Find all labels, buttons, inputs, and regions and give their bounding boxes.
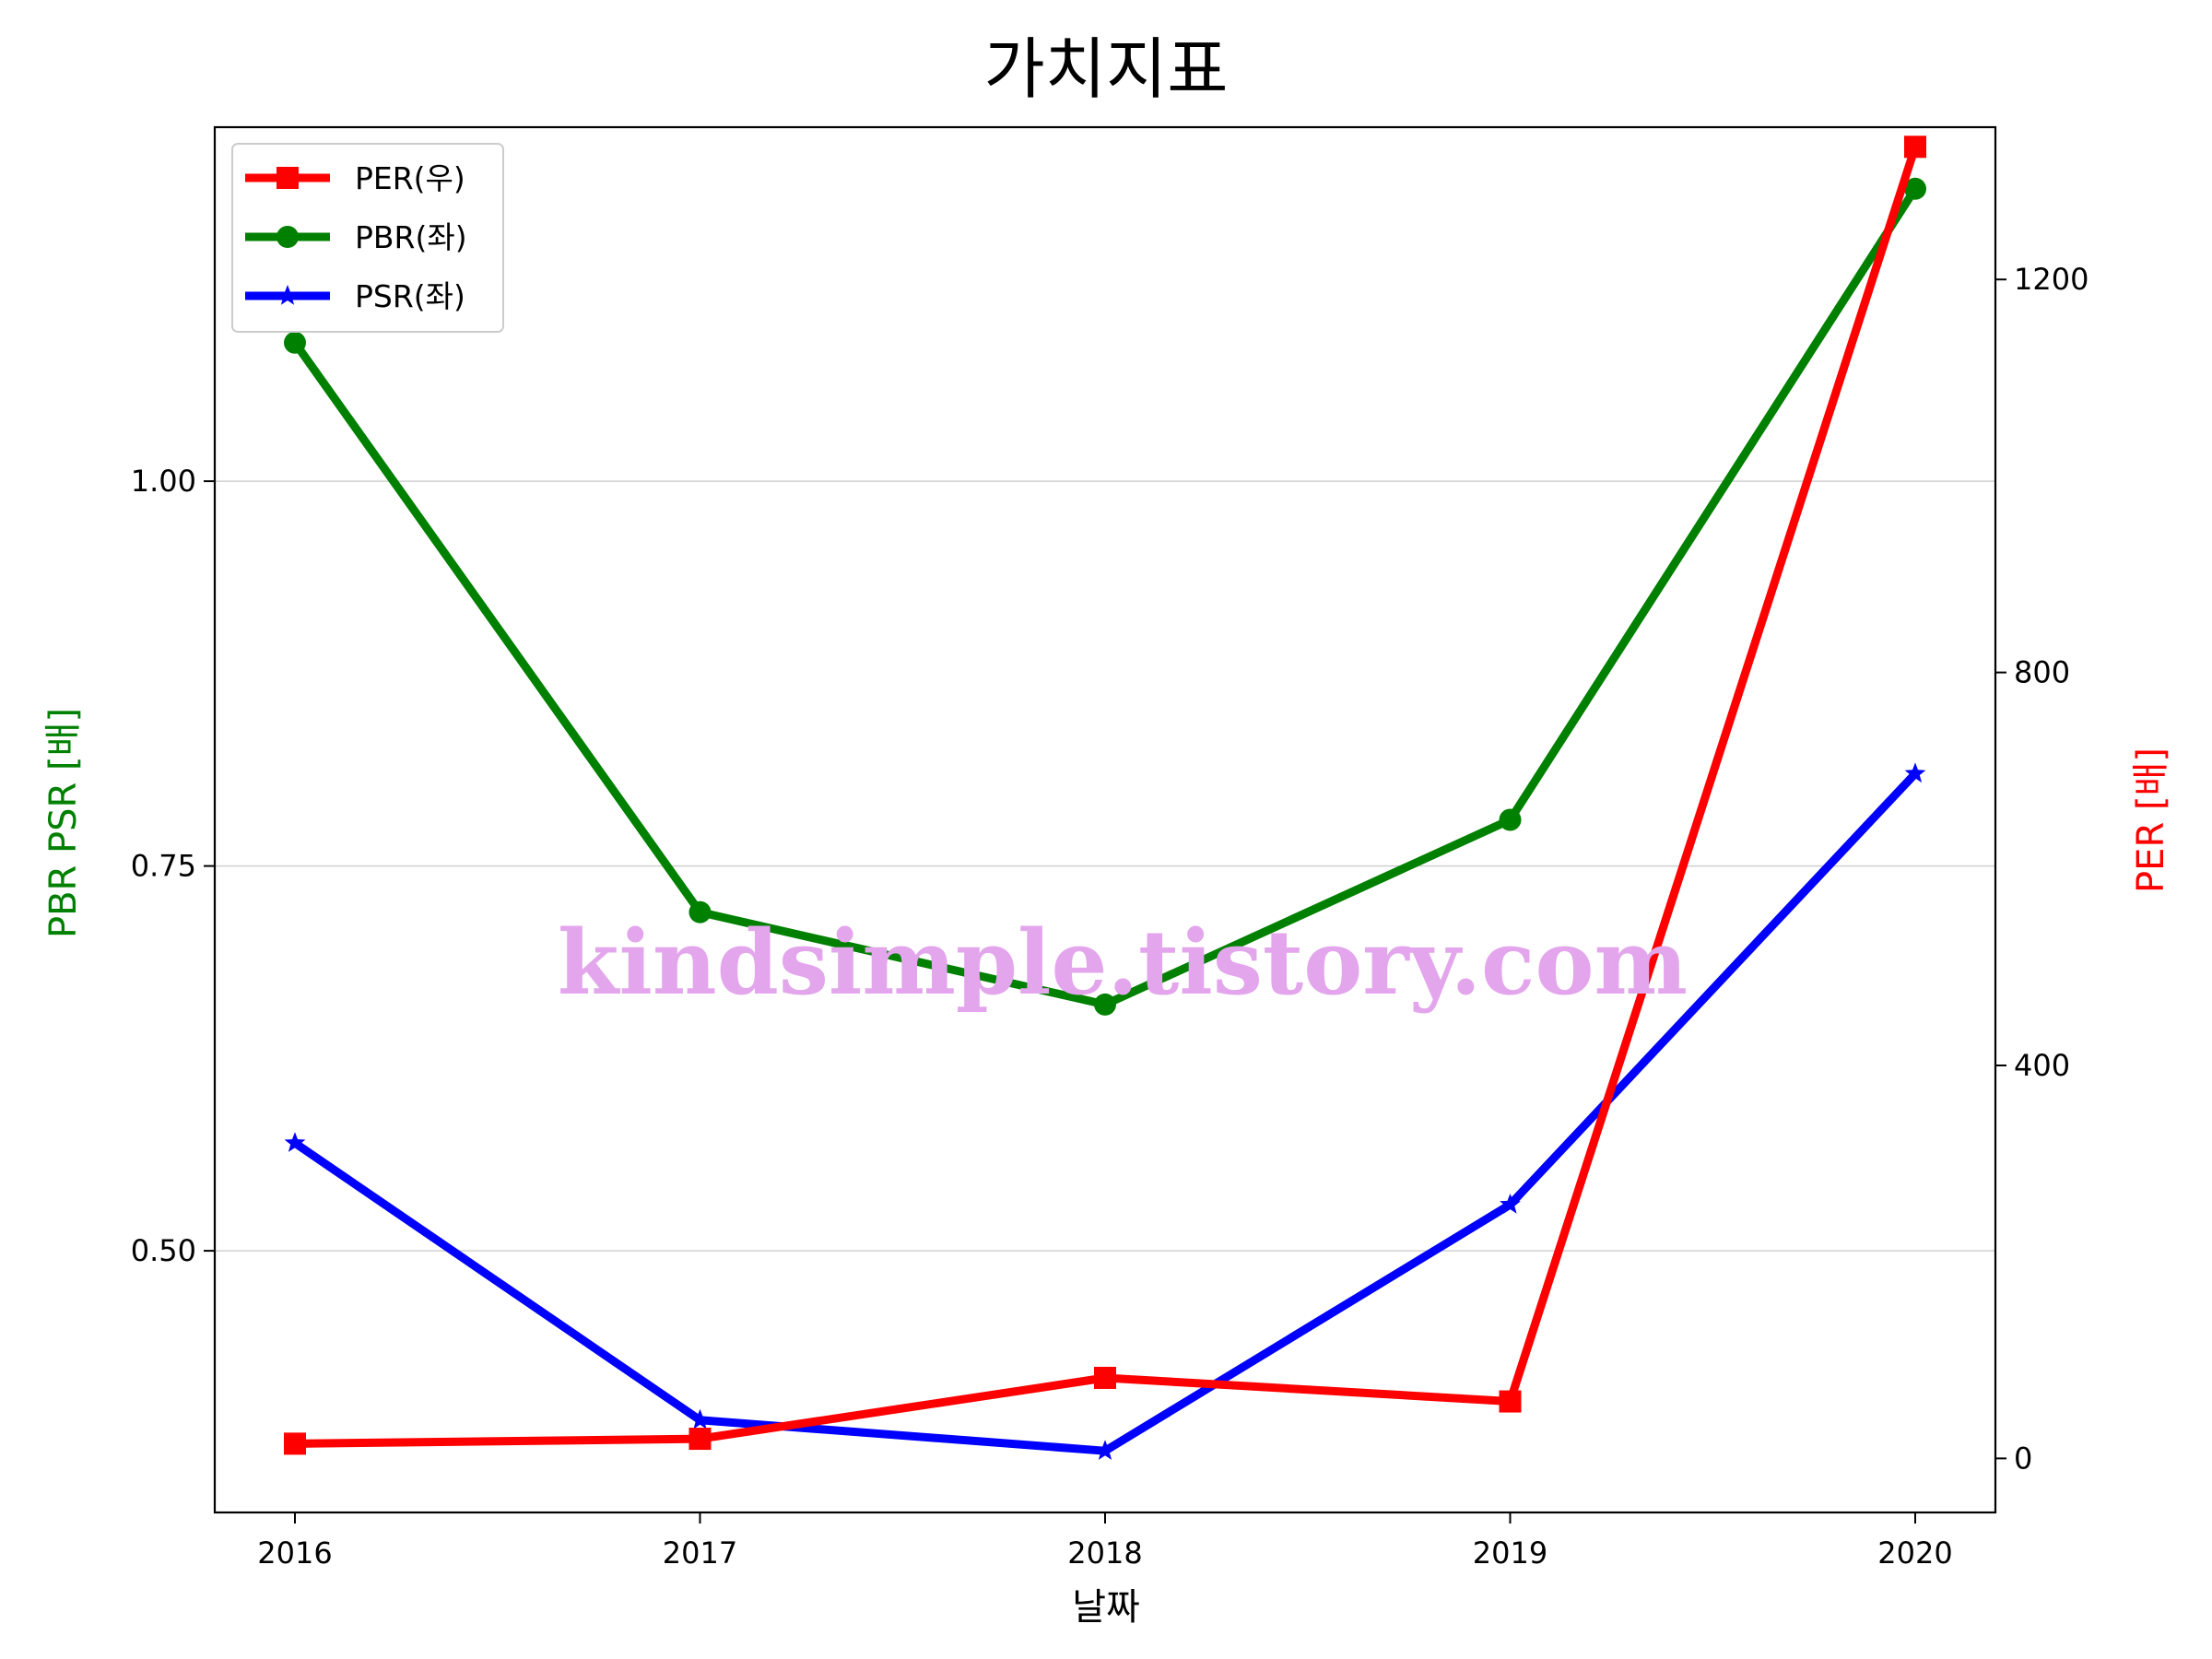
legend-box: [231, 143, 504, 333]
legend-label-per: PER(우): [355, 160, 465, 196]
plot-area-frame: [213, 125, 1997, 1514]
grid-lines: [215, 480, 1995, 1252]
left-y-axis-label: PBR PSR [배]: [42, 708, 85, 938]
pbr-point: [1094, 993, 1116, 1016]
legend-label-psr: PSR(좌): [355, 278, 465, 314]
right-tick-label: 0: [2014, 1441, 2032, 1476]
watermark: kindsimple.tistory.com: [558, 911, 1688, 1015]
right-y-axis-label: PER [배]: [2130, 747, 2172, 893]
legend-marker-per: [276, 167, 299, 189]
right-tick-label: 1200: [2014, 262, 2088, 297]
x-tick-label: 2016: [257, 1535, 332, 1571]
chart-title: 가치지표: [984, 30, 1229, 108]
psr-point: [1094, 1440, 1116, 1460]
pbr-point: [1904, 177, 1926, 200]
right-y-axis-ticks: 0 400 800 1200: [1995, 262, 2088, 1476]
right-tick-label: 400: [2014, 1048, 2070, 1083]
series-layer: [284, 135, 1926, 1460]
x-tick-label: 2017: [663, 1535, 737, 1571]
per-series: [284, 135, 1926, 1455]
left-tick-label: 1.00: [131, 464, 196, 499]
per-point: [284, 1432, 306, 1455]
x-tick-label: 2020: [1877, 1535, 1952, 1571]
per-point: [688, 1428, 712, 1451]
pbr-point: [1499, 808, 1522, 831]
pbr-series: [284, 177, 1926, 1016]
psr-point: [689, 1408, 711, 1430]
per-point: [1499, 1390, 1522, 1413]
right-tick-label: 800: [2014, 655, 2070, 690]
pbr-point: [688, 900, 712, 924]
per-point: [1094, 1366, 1116, 1389]
psr-point: [1904, 762, 1926, 783]
psr-series: [284, 762, 1926, 1460]
legend: PER(우) PBR(좌) PSR(좌): [231, 143, 504, 333]
left-tick-label: 0.50: [131, 1233, 196, 1268]
left-y-axis-ticks: 0.50 0.75 1.00: [131, 464, 215, 1268]
x-tick-label: 2019: [1473, 1535, 1547, 1571]
pbr-point: [284, 331, 306, 354]
legend-marker-pbr: [276, 226, 299, 248]
x-tick-label: 2018: [1067, 1535, 1142, 1571]
x-axis-ticks: 2016 2017 2018 2019 2020: [257, 1512, 1953, 1571]
psr-point: [1500, 1194, 1521, 1214]
legend-label-pbr: PBR(좌): [355, 219, 467, 255]
legend-marker-psr: [276, 285, 299, 305]
psr-point: [284, 1132, 306, 1152]
left-tick-label: 0.75: [131, 849, 196, 884]
per-point: [1904, 135, 1926, 159]
x-axis-label: 날짜: [1072, 1586, 1140, 1629]
